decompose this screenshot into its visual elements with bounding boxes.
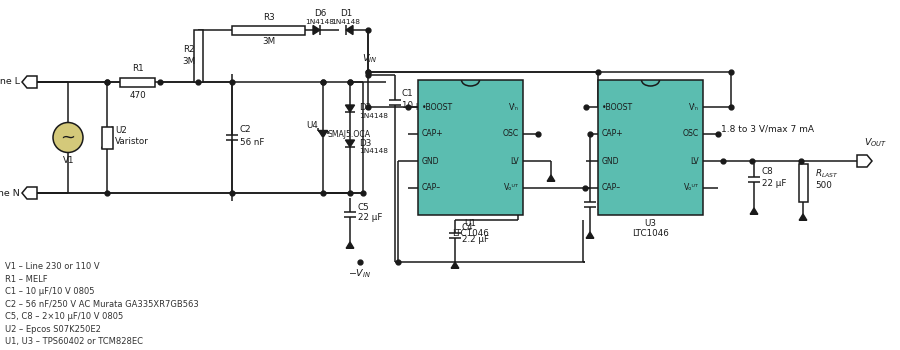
- Polygon shape: [319, 131, 328, 138]
- Text: OSC: OSC: [503, 130, 519, 139]
- Text: Vᴵₙ: Vᴵₙ: [689, 103, 699, 112]
- Text: R2: R2: [184, 46, 195, 55]
- Text: 1N4148: 1N4148: [305, 19, 335, 25]
- Text: GND: GND: [602, 156, 619, 166]
- Text: $-V_{IN}$: $-V_{IN}$: [348, 268, 372, 280]
- Text: LTC1046: LTC1046: [452, 229, 489, 238]
- Polygon shape: [547, 175, 554, 181]
- Polygon shape: [346, 105, 355, 112]
- Polygon shape: [586, 232, 594, 238]
- Text: $V_{IN}$: $V_{IN}$: [363, 52, 378, 65]
- Text: V1: V1: [63, 156, 75, 165]
- Text: C7: C7: [597, 191, 608, 201]
- Text: Varistor: Varistor: [115, 137, 148, 146]
- Text: 22 μF: 22 μF: [762, 180, 787, 189]
- Text: D1: D1: [340, 9, 352, 18]
- Text: C1: C1: [402, 89, 414, 98]
- Text: •BOOST: •BOOST: [602, 103, 634, 112]
- Text: D2: D2: [359, 104, 371, 112]
- Text: U4: U4: [306, 121, 318, 130]
- Text: 56 nF: 56 nF: [240, 138, 265, 147]
- Text: 1N4148: 1N4148: [331, 19, 361, 25]
- Text: 1N4148: 1N4148: [359, 148, 388, 154]
- Text: C5: C5: [358, 203, 370, 211]
- Text: C1 – 10 μF/10 V 0805: C1 – 10 μF/10 V 0805: [5, 287, 94, 296]
- Text: 2.2 μF: 2.2 μF: [597, 203, 624, 212]
- Text: U2 – Epcos S07K250E2: U2 – Epcos S07K250E2: [5, 324, 101, 334]
- Text: CAP–: CAP–: [422, 183, 441, 192]
- Polygon shape: [857, 155, 872, 167]
- Bar: [798, 164, 807, 202]
- Text: D6: D6: [314, 9, 326, 18]
- Text: U1, U3 – TPS60402 or TCM828EC: U1, U3 – TPS60402 or TCM828EC: [5, 337, 143, 346]
- Text: R3: R3: [263, 13, 274, 22]
- Text: U3: U3: [644, 219, 656, 229]
- Polygon shape: [313, 26, 320, 35]
- Text: R1: R1: [131, 64, 143, 73]
- Bar: [418, 80, 523, 215]
- Text: LV: LV: [690, 156, 699, 166]
- Text: D3: D3: [359, 139, 372, 147]
- Text: 1.8 to 3 V/max 7 mA: 1.8 to 3 V/max 7 mA: [721, 125, 814, 133]
- Text: 10 μF: 10 μF: [402, 100, 427, 110]
- Text: U2: U2: [115, 126, 127, 135]
- Text: 470: 470: [129, 91, 146, 100]
- Text: C8: C8: [762, 168, 774, 176]
- Text: CAP–: CAP–: [602, 183, 621, 192]
- Circle shape: [53, 122, 83, 153]
- Text: GND: GND: [422, 156, 439, 166]
- Text: LTC1046: LTC1046: [632, 229, 669, 238]
- Bar: [102, 126, 112, 148]
- Text: 2.2 μF: 2.2 μF: [462, 236, 489, 245]
- Polygon shape: [346, 140, 355, 147]
- Text: 3M: 3M: [182, 56, 195, 65]
- Text: •BOOST: •BOOST: [422, 103, 454, 112]
- Text: OSC: OSC: [683, 130, 699, 139]
- Text: 22 μF: 22 μF: [358, 214, 382, 223]
- Text: Line L: Line L: [0, 77, 20, 86]
- Text: CAP+: CAP+: [602, 130, 624, 139]
- Bar: [194, 30, 202, 82]
- Bar: [120, 77, 155, 86]
- Polygon shape: [346, 242, 354, 248]
- Polygon shape: [799, 214, 807, 220]
- Text: Vᴵₙ: Vᴵₙ: [509, 103, 519, 112]
- Text: Vₒᵁᵀ: Vₒᵁᵀ: [504, 183, 519, 192]
- Text: $V_{OUT}$: $V_{OUT}$: [865, 136, 887, 149]
- Text: Vₒᵁᵀ: Vₒᵁᵀ: [684, 183, 699, 192]
- Text: LV: LV: [510, 156, 519, 166]
- Polygon shape: [22, 76, 37, 88]
- Text: 1N4148: 1N4148: [359, 113, 388, 119]
- Polygon shape: [346, 26, 353, 35]
- Text: $R_{LAST}$: $R_{LAST}$: [815, 168, 839, 180]
- Text: V1 – Line 230 or 110 V: V1 – Line 230 or 110 V: [5, 262, 100, 271]
- Polygon shape: [751, 208, 758, 214]
- Bar: [598, 80, 703, 215]
- Text: 3M: 3M: [262, 37, 275, 46]
- Text: Line N: Line N: [0, 189, 20, 197]
- Text: C4: C4: [462, 224, 473, 232]
- Text: 500: 500: [815, 182, 832, 190]
- Text: C2: C2: [240, 125, 252, 134]
- Text: R1 – MELF: R1 – MELF: [5, 274, 48, 284]
- Polygon shape: [451, 262, 459, 268]
- Text: SMAJ5.OCA: SMAJ5.OCA: [328, 130, 371, 139]
- Text: U1: U1: [464, 219, 476, 229]
- Text: CAP+: CAP+: [422, 130, 444, 139]
- Bar: [232, 26, 305, 35]
- Text: C5, C8 – 2×10 μF/10 V 0805: C5, C8 – 2×10 μF/10 V 0805: [5, 312, 123, 321]
- Text: C2 – 56 nF/250 V AC Murata GA335XR7GB563: C2 – 56 nF/250 V AC Murata GA335XR7GB563: [5, 300, 199, 308]
- Polygon shape: [22, 187, 37, 199]
- Text: ~: ~: [60, 128, 76, 147]
